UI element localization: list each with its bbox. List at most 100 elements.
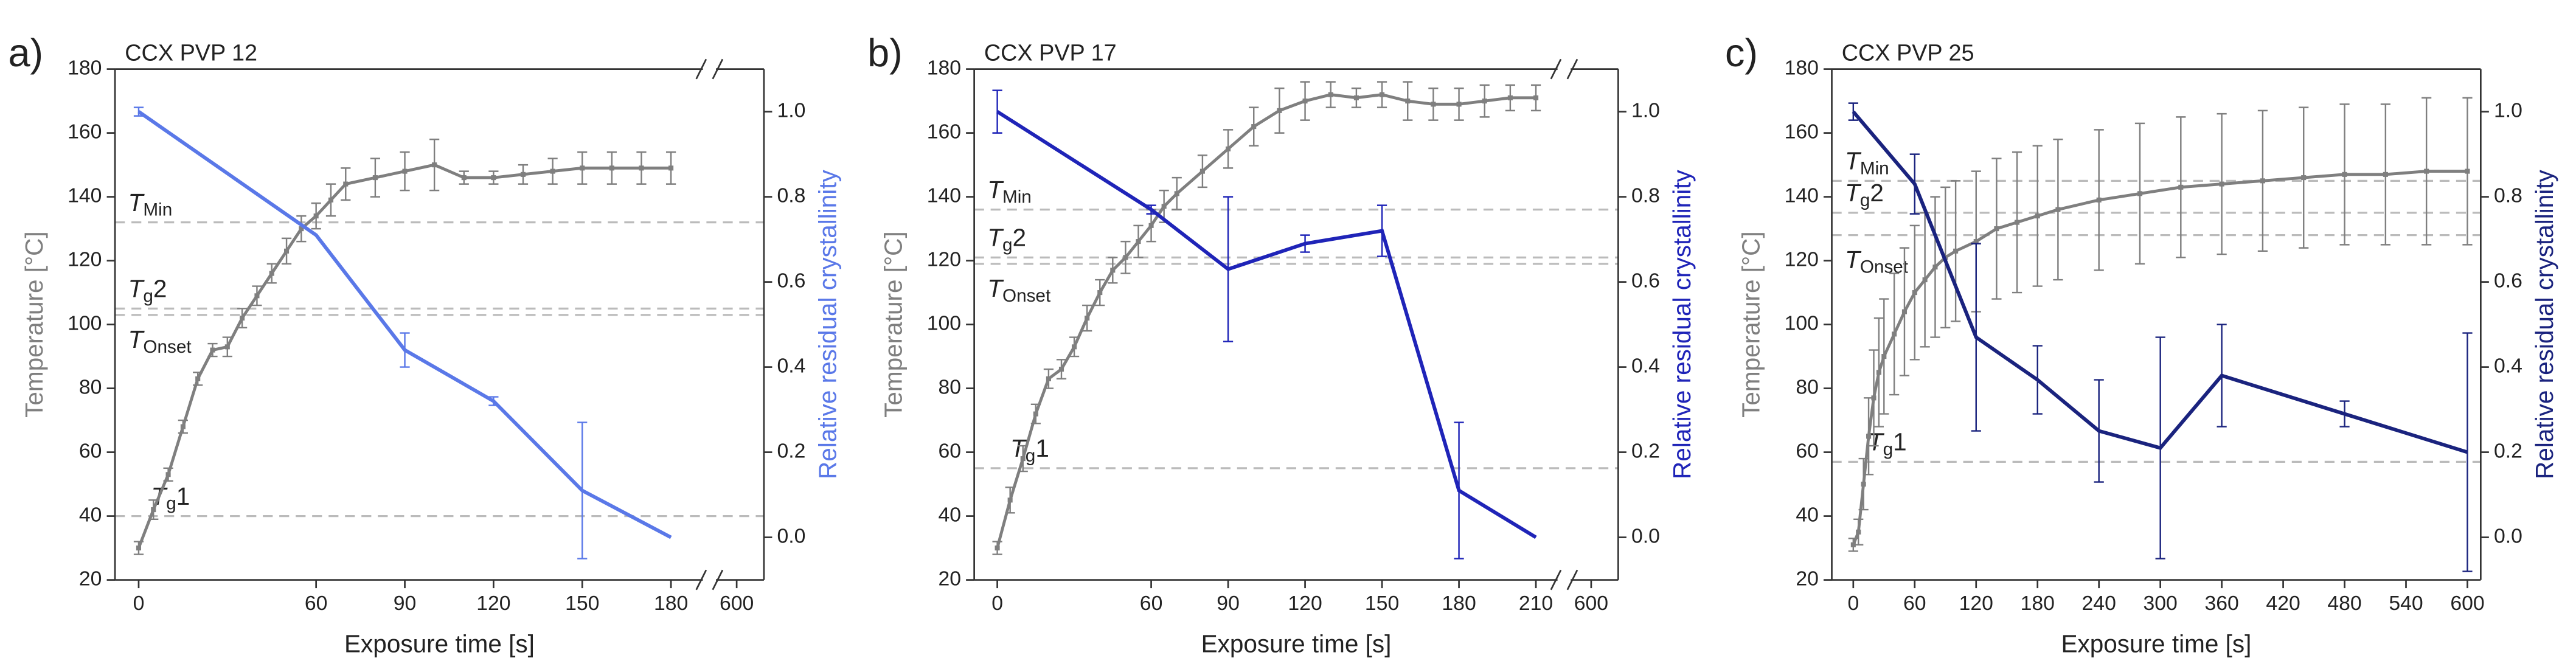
reference-label: TMin: [987, 176, 1032, 207]
reference-label: Tg1: [1010, 434, 1049, 466]
data-point: [2383, 171, 2388, 177]
panel-title: CCX PVP 17: [984, 40, 1117, 66]
y2-tick-label: 0.6: [1631, 269, 1660, 293]
ref-suffix: 1: [1035, 434, 1049, 462]
x-tick-label: 360: [2204, 592, 2238, 615]
x-tick-label: 90: [1217, 592, 1240, 615]
x-tick-label: 120: [476, 592, 510, 615]
y-tick-label: 160: [927, 120, 961, 144]
reference-label: Tg2: [987, 223, 1026, 255]
y2-tick-label: 1.0: [777, 99, 806, 122]
y2-tick-label: 0.8: [777, 184, 806, 207]
ref-symbol: T: [1868, 428, 1885, 456]
axis-break: [695, 58, 707, 80]
y-tick-label: 180: [1785, 57, 1819, 80]
x-tick-label: 150: [1365, 592, 1399, 615]
data-point: [1850, 542, 1856, 547]
ref-symbol: T: [1845, 246, 1862, 274]
y2-tick-label: 0.8: [2494, 184, 2522, 207]
data-point: [1033, 411, 1038, 417]
data-point: [1871, 395, 1876, 401]
data-line: [996, 110, 1537, 539]
data-point: [210, 347, 215, 353]
data-line: [137, 110, 672, 539]
y2-axis-label: Relative residual crystallinity: [1668, 170, 1696, 479]
data-point: [2137, 191, 2143, 196]
data-point: [432, 162, 437, 168]
reference-label: TMin: [128, 189, 173, 220]
panel-title: CCX PVP 25: [1842, 40, 1974, 66]
y-tick-label: 180: [68, 57, 102, 80]
x-tick-label: 600: [1574, 592, 1608, 615]
data-point: [1881, 354, 1887, 359]
data-point: [1097, 290, 1103, 296]
reference-label: TOnset: [1845, 246, 1909, 277]
x-tick-label: 180: [654, 592, 688, 615]
y-tick-label: 140: [927, 184, 961, 207]
data-point: [2342, 171, 2347, 177]
x-tick-label: 60: [305, 592, 328, 615]
y-tick-label: 60: [938, 440, 961, 463]
ref-subscript: Onset: [1002, 286, 1051, 306]
x-axis-label: Exposure time [s]: [344, 629, 535, 657]
x-tick-label: 600: [2450, 592, 2484, 615]
x-tick-label: 300: [2143, 592, 2177, 615]
data-point: [550, 168, 555, 174]
data-point: [328, 197, 334, 203]
panel-label: c): [1725, 30, 1758, 75]
y-tick-label: 40: [938, 504, 961, 527]
data-point: [136, 546, 142, 551]
data-line: [137, 163, 672, 549]
data-point: [1020, 456, 1026, 462]
y2-tick-label: 1.0: [1631, 99, 1660, 122]
data-point: [224, 344, 230, 350]
y-tick-label: 100: [1785, 312, 1819, 335]
data-point: [283, 248, 290, 254]
x-tick-label: 120: [1288, 592, 1322, 615]
data-point: [1866, 434, 1872, 439]
y-tick-label: 100: [927, 312, 961, 335]
ref-subscript: Min: [143, 200, 172, 220]
data-point: [1302, 99, 1308, 104]
y2-tick-label: 0.8: [1631, 184, 1660, 207]
axis-break: [1566, 58, 1578, 80]
x-tick-label: 420: [2266, 592, 2300, 615]
data-point: [2015, 220, 2020, 225]
data-point: [1110, 268, 1116, 273]
x-tick-label: 60: [1903, 592, 1926, 615]
y2-tick-label: 0.6: [2494, 269, 2522, 293]
ref-symbol: T: [128, 189, 145, 216]
data-point: [1277, 108, 1282, 113]
reference-label: TMin: [1845, 147, 1889, 178]
data-point: [1431, 102, 1436, 107]
y-tick-label: 120: [1785, 248, 1819, 271]
data-point: [1161, 204, 1167, 209]
x-tick-label: 600: [720, 592, 754, 615]
y-tick-label: 20: [938, 567, 961, 591]
data-point: [1085, 316, 1090, 321]
panel: c) CCX PVP 25TMinTg2TOnsetTg1204060801001…: [1725, 30, 2558, 657]
panel-label: a): [9, 30, 44, 75]
data-point: [2260, 178, 2265, 184]
x-tick-label: 0: [1847, 592, 1859, 615]
y-tick-label: 20: [1796, 567, 1819, 591]
ref-symbol: T: [128, 274, 145, 302]
x-tick-label: 240: [2082, 592, 2116, 615]
data-point: [2096, 197, 2102, 203]
ref-symbol: T: [987, 176, 1004, 204]
data-point: [343, 181, 349, 187]
y-tick-label: 140: [68, 184, 102, 207]
y2-tick-label: 0.4: [1631, 355, 1660, 378]
y2-axis-label: Relative residual crystallinity: [814, 170, 842, 479]
y-tick-label: 20: [79, 567, 102, 591]
y-axis-label: Temperature [°C]: [880, 231, 908, 418]
data-point: [461, 175, 467, 181]
ref-symbol: T: [987, 274, 1004, 302]
data-point: [491, 175, 496, 181]
y-tick-label: 60: [79, 440, 102, 463]
data-line: [1852, 110, 2468, 454]
data-point: [180, 424, 186, 429]
data-point: [1136, 239, 1141, 244]
data-point: [269, 271, 274, 276]
data-point: [1482, 99, 1487, 104]
